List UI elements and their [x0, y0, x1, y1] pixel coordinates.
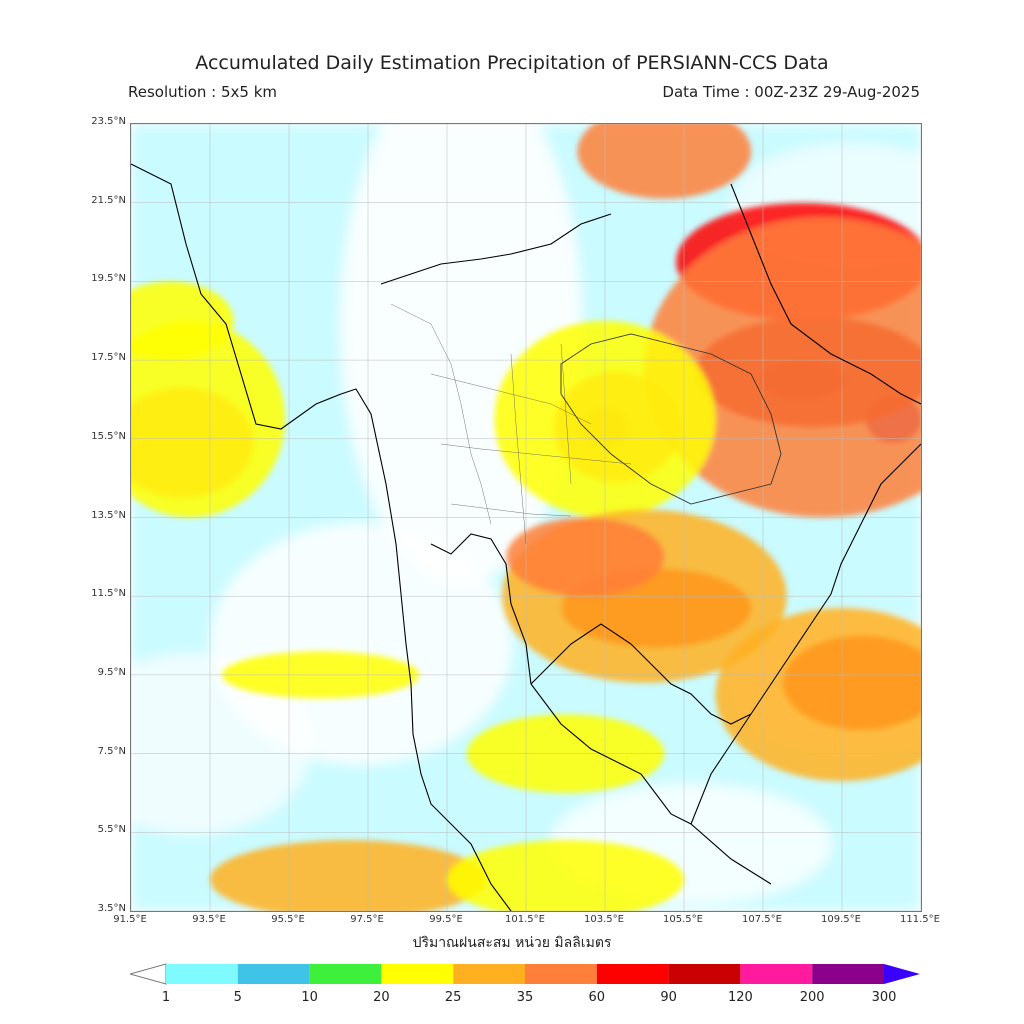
colorbar-segment [166, 964, 238, 984]
rain-cell [715, 608, 921, 782]
lon-tick-label: 105.5°E [663, 914, 703, 925]
rain-cell [131, 281, 234, 361]
colorbar-tick-label: 1 [161, 990, 171, 1005]
lat-tick-label: 7.5°N [97, 745, 126, 757]
lon-tick-label: 103.5°E [584, 914, 624, 925]
precipitation-map [130, 123, 922, 912]
rain-cell [447, 840, 684, 911]
lon-tick-label: 111.5°E [900, 914, 940, 925]
colorbar-tick-label: 200 [799, 990, 825, 1005]
data-time-label: Data Time : 00Z-23Z 29-Aug-2025 [662, 83, 920, 101]
rain-intensity-layer [131, 124, 921, 911]
colorbar-segment [237, 964, 310, 984]
lat-tick-label: 15.5°N [91, 430, 126, 442]
rain-cell [131, 320, 286, 518]
lat-tick-label: 17.5°N [91, 352, 126, 364]
colorbar-segment [596, 964, 669, 984]
lon-tick-label: 109.5°E [821, 914, 861, 925]
lon-tick-label: 97.5°E [350, 914, 384, 925]
coastlines-borders [131, 163, 921, 911]
lon-tick-label: 93.5°E [192, 914, 226, 925]
colorbar-tick-label: 35 [516, 990, 534, 1005]
colorbar-segment [309, 964, 382, 984]
province-borders [390, 303, 632, 545]
colorbar-tick-label: 5 [233, 990, 242, 1005]
lat-tick-label: 3.5°N [97, 903, 126, 914]
colorbar-segment [525, 964, 597, 984]
lon-tick-label: 99.5°E [429, 914, 463, 925]
colorbar-tick-label: 60 [588, 990, 606, 1005]
lat-tick-label: 5.5°N [97, 824, 126, 836]
colorbar-over-arrow [884, 964, 920, 984]
colorbar-segment [381, 964, 454, 984]
lat-tick-label: 13.5°N [91, 509, 126, 521]
lon-tick-label: 95.5°E [271, 914, 305, 925]
colorbar-under-arrow [130, 963, 167, 985]
precipitation-colorbar [130, 963, 920, 985]
colorbar-unit-label: ปริมาณฝนสะสม หน่วย มิลลิเมตร [412, 935, 612, 951]
lat-tick-label: 11.5°N [91, 588, 126, 600]
colorbar-tick-label: 300 [871, 990, 897, 1005]
lat-lon-grid [131, 124, 921, 911]
chart-title: Accumulated Daily Estimation Precipitati… [195, 52, 829, 74]
colorbar-segment [453, 964, 525, 984]
rain-cell [210, 840, 487, 911]
colorbar-segment [812, 964, 884, 984]
lon-tick-label: 107.5°E [742, 914, 782, 925]
colorbar-tick-label: 120 [727, 990, 753, 1005]
lat-tick-label: 9.5°N [97, 666, 126, 678]
resolution-label: Resolution : 5x5 km [128, 83, 277, 101]
colorbar-tick-label: 10 [301, 990, 318, 1005]
lat-tick-label: 21.5°N [91, 194, 126, 206]
colorbar-tick-label: 20 [373, 990, 390, 1005]
lat-tick-label: 19.5°N [91, 273, 126, 285]
rain-cell [577, 124, 752, 199]
lat-tick-label: 23.5°N [91, 116, 126, 127]
colorbar-tick-label: 90 [660, 990, 677, 1005]
rain-cell [644, 218, 921, 518]
rain-cell [506, 517, 665, 597]
colorbar-segment [668, 964, 741, 984]
lon-tick-label: 91.5°E [113, 914, 147, 925]
lon-tick-label: 101.5°E [505, 914, 545, 925]
map-canvas [131, 124, 921, 911]
colorbar-segment [740, 964, 813, 984]
colorbar-tick-label: 25 [444, 990, 462, 1005]
